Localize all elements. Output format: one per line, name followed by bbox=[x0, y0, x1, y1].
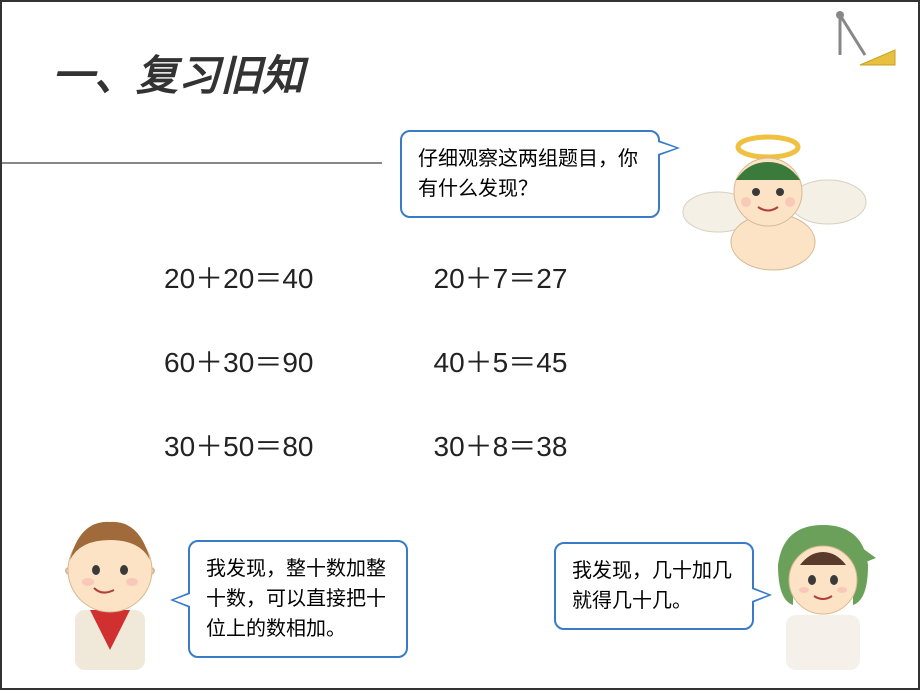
equation: 20＋20＝40 bbox=[164, 257, 314, 297]
equation: 30＋50＝80 bbox=[164, 425, 314, 465]
result: 45 bbox=[536, 347, 567, 378]
speech-bubble-bottom-right: 我发现，几十加几就得几十几。 bbox=[554, 542, 754, 630]
equation: 40＋5＝45 bbox=[434, 341, 568, 381]
op: ＋ bbox=[195, 347, 223, 378]
operand-b: 8 bbox=[493, 431, 509, 462]
equals: ＝ bbox=[508, 431, 536, 462]
angel-character bbox=[678, 112, 878, 272]
operand-a: 30 bbox=[164, 431, 195, 462]
operand-a: 40 bbox=[434, 347, 465, 378]
operand-b: 30 bbox=[223, 347, 254, 378]
speech-tail-top bbox=[658, 140, 680, 156]
equation: 60＋30＝90 bbox=[164, 341, 314, 381]
boy-character bbox=[40, 500, 180, 670]
operand-b: 20 bbox=[223, 263, 254, 294]
equals: ＝ bbox=[508, 347, 536, 378]
tools-icon bbox=[820, 10, 900, 80]
operand-b: 5 bbox=[493, 347, 509, 378]
speech-bubble-top: 仔细观察这两组题目，你有什么发现？ bbox=[400, 130, 660, 218]
equation: 30＋8＝38 bbox=[434, 425, 568, 465]
op: ＋ bbox=[195, 263, 223, 294]
operand-b: 7 bbox=[493, 263, 509, 294]
equals: ＝ bbox=[254, 431, 282, 462]
equations-right-column: 20＋7＝27 40＋5＝45 30＋8＝38 bbox=[434, 257, 568, 465]
slide-title: 一、复习旧知 bbox=[52, 42, 304, 103]
equation: 20＋7＝27 bbox=[434, 257, 568, 297]
operand-a: 20 bbox=[164, 263, 195, 294]
equals: ＝ bbox=[508, 263, 536, 294]
op: ＋ bbox=[465, 263, 493, 294]
speech-bubble-bottom-left: 我发现，整十数加整十数，可以直接把十位上的数相加。 bbox=[188, 540, 408, 658]
operand-b: 50 bbox=[223, 431, 254, 462]
result: 90 bbox=[282, 347, 313, 378]
equations-grid: 20＋20＝40 60＋30＝90 30＋50＝80 20＋7＝27 40＋5＝… bbox=[164, 257, 567, 465]
speech-tail-bottom-right bbox=[752, 587, 772, 603]
operand-a: 30 bbox=[434, 431, 465, 462]
operand-a: 60 bbox=[164, 347, 195, 378]
result: 38 bbox=[536, 431, 567, 462]
result: 40 bbox=[282, 263, 313, 294]
girl-character bbox=[758, 510, 888, 670]
equals: ＝ bbox=[254, 263, 282, 294]
equals: ＝ bbox=[254, 347, 282, 378]
speech-tail-bottom-left bbox=[170, 592, 190, 608]
result: 80 bbox=[282, 431, 313, 462]
result: 27 bbox=[536, 263, 567, 294]
op: ＋ bbox=[465, 431, 493, 462]
title-underline bbox=[2, 162, 382, 164]
op: ＋ bbox=[195, 431, 223, 462]
equations-left-column: 20＋20＝40 60＋30＝90 30＋50＝80 bbox=[164, 257, 314, 465]
op: ＋ bbox=[465, 347, 493, 378]
operand-a: 20 bbox=[434, 263, 465, 294]
